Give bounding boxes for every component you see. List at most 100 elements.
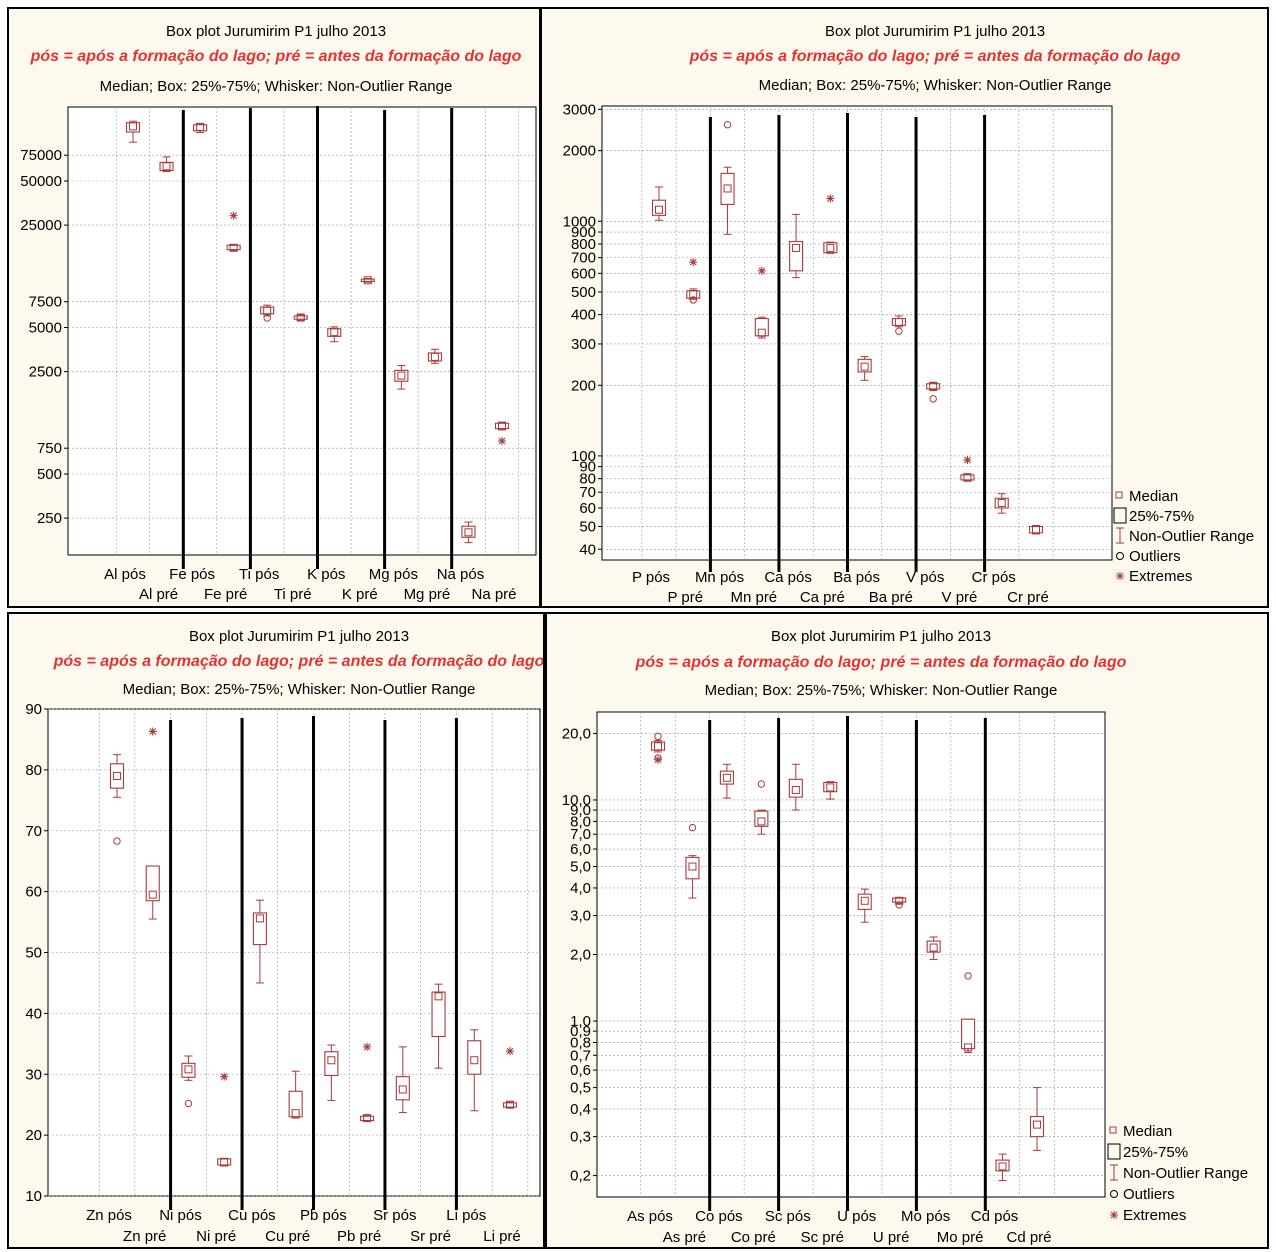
- x-category-label: Mg pós: [369, 566, 418, 583]
- outlier-point: [757, 780, 766, 788]
- iqr-box: [891, 317, 906, 326]
- chart-note: Median; Box: 25%-75%; Whisker: Non-Outli…: [123, 681, 476, 698]
- outlier-point: [895, 327, 903, 335]
- x-category-label: Ba pós: [833, 569, 880, 586]
- iqr-box: [125, 122, 141, 133]
- y-tick-label: 0,3: [570, 1129, 591, 1146]
- legend: Median 25%-75% Non-Outlier Range Outliers Ex…: [1107, 1123, 1248, 1224]
- median-marker: [196, 122, 205, 131]
- y-tick-label: 6,0: [570, 841, 591, 858]
- median-marker: [162, 162, 171, 171]
- median-marker: [929, 943, 938, 952]
- iqr-box: [960, 474, 975, 481]
- median-marker: [327, 1056, 336, 1065]
- y-tick-label: 20: [25, 1127, 42, 1144]
- y-tick-label: 70: [25, 823, 42, 840]
- median-marker: [963, 473, 972, 482]
- legend-box-icon: [1113, 507, 1127, 524]
- y-tick-label: 600: [571, 265, 596, 282]
- median-marker: [860, 896, 869, 905]
- y-tick-label: 3,0: [570, 908, 591, 925]
- iqr-box: [823, 242, 838, 254]
- legend-label: Extremes: [1123, 1207, 1186, 1224]
- y-tick-label: 2,0: [570, 947, 591, 964]
- box-al-pré: [159, 156, 174, 173]
- iqr-box: [288, 1090, 303, 1118]
- extreme-stroke: [964, 456, 971, 464]
- median-marker: [255, 914, 264, 923]
- box-sr-pós: [395, 1046, 410, 1114]
- median-marker: [398, 1085, 407, 1094]
- chart-subtitle: pós = após a formação do lago; pré = ant…: [53, 653, 543, 670]
- iqr-box: [502, 1102, 518, 1108]
- box-cd-pós: [995, 1153, 1010, 1182]
- y-tick-label: 30: [25, 1066, 42, 1083]
- y-tick-label: 100: [571, 448, 596, 465]
- median-marker: [826, 243, 835, 252]
- panel-major-1: Box plot Jurumirim P1 julho 2013 pós = ap…: [7, 7, 541, 608]
- chart-note: Median; Box: 25%-75%; Whisker: Non-Outli…: [705, 682, 1058, 699]
- x-category-label: Ba pré: [869, 589, 913, 606]
- y-tick-label: 50: [25, 945, 42, 962]
- extreme-point: [220, 1072, 229, 1081]
- iqr-box: [461, 525, 476, 538]
- y-tick-label: 0,6: [570, 1062, 591, 1079]
- y-tick-label: 2000: [563, 143, 596, 160]
- y-tick-label: 2500: [29, 364, 62, 381]
- median-marker: [330, 328, 339, 337]
- box-ca-pré: [823, 194, 838, 254]
- iqr-box: [360, 278, 375, 283]
- median-marker: [129, 122, 137, 131]
- box-p-pós: [651, 186, 667, 221]
- iqr-box: [823, 781, 838, 793]
- iqr-box: [754, 317, 769, 337]
- median-marker: [757, 817, 766, 826]
- y-tick-label: 500: [571, 284, 596, 301]
- x-category-label: K pré: [342, 586, 378, 603]
- x-category-label: Na pré: [471, 586, 516, 603]
- legend-outlier-icon: [1116, 552, 1124, 560]
- y-tick-label: 20,0: [562, 725, 591, 742]
- outlier-point: [184, 1099, 193, 1108]
- iqr-box: [719, 770, 734, 785]
- x-category-label: Ca pré: [800, 589, 845, 606]
- extreme-stroke: [363, 1043, 371, 1051]
- box-cr-pós: [994, 493, 1009, 514]
- box-mg-pré: [427, 348, 442, 364]
- iqr-box: [293, 315, 308, 320]
- box-mo-pós: [926, 936, 941, 960]
- legend-label: 25%-75%: [1129, 508, 1194, 525]
- median-marker: [397, 371, 406, 380]
- median-marker: [860, 362, 869, 371]
- iqr-box: [252, 912, 267, 946]
- iqr-box: [995, 1159, 1010, 1172]
- y-tick-label: 75000: [20, 147, 62, 164]
- median-marker: [363, 276, 372, 285]
- box-ba-pré: [891, 315, 906, 335]
- legend-extreme-icon: [1116, 572, 1124, 580]
- y-tick-label: 200: [571, 377, 596, 394]
- panel-major-2: Box plot Jurumirim P1 julho 2013 pós = ap…: [540, 7, 1269, 608]
- chart-trace-2: Box plot Jurumirim P1 julho 2013 pós = ap…: [562, 628, 1248, 1246]
- extreme-stroke: [689, 258, 697, 266]
- iqr-box: [159, 161, 174, 172]
- x-category-label: Al pós: [104, 566, 146, 583]
- x-category-label: V pré: [942, 589, 978, 606]
- median-marker: [464, 528, 473, 537]
- extreme-point: [963, 456, 972, 465]
- x-category-label: Cu pós: [228, 1207, 276, 1224]
- x-category-label: Mn pós: [695, 569, 744, 586]
- y-tick-label: 400: [571, 307, 596, 324]
- chart-subtitle: pós = após a formação do lago; pré = ant…: [689, 48, 1181, 65]
- chart-note: Median; Box: 25%-75%; Whisker: Non-Outli…: [759, 77, 1112, 94]
- legend: Median 25%-75% Non-Outlier Range Outliers Ex…: [1113, 488, 1254, 585]
- box-na-pré: [494, 421, 510, 445]
- x-category-label: Ca pós: [764, 569, 812, 586]
- x-category-label: P pós: [632, 569, 670, 586]
- outlier-point: [263, 314, 271, 322]
- legend-label: Outliers: [1129, 548, 1181, 565]
- panel-trace-2: Box plot Jurumirim P1 julho 2013 pós = ap…: [545, 612, 1269, 1249]
- extreme-point: [506, 1047, 514, 1056]
- y-tick-label: 80: [579, 471, 596, 488]
